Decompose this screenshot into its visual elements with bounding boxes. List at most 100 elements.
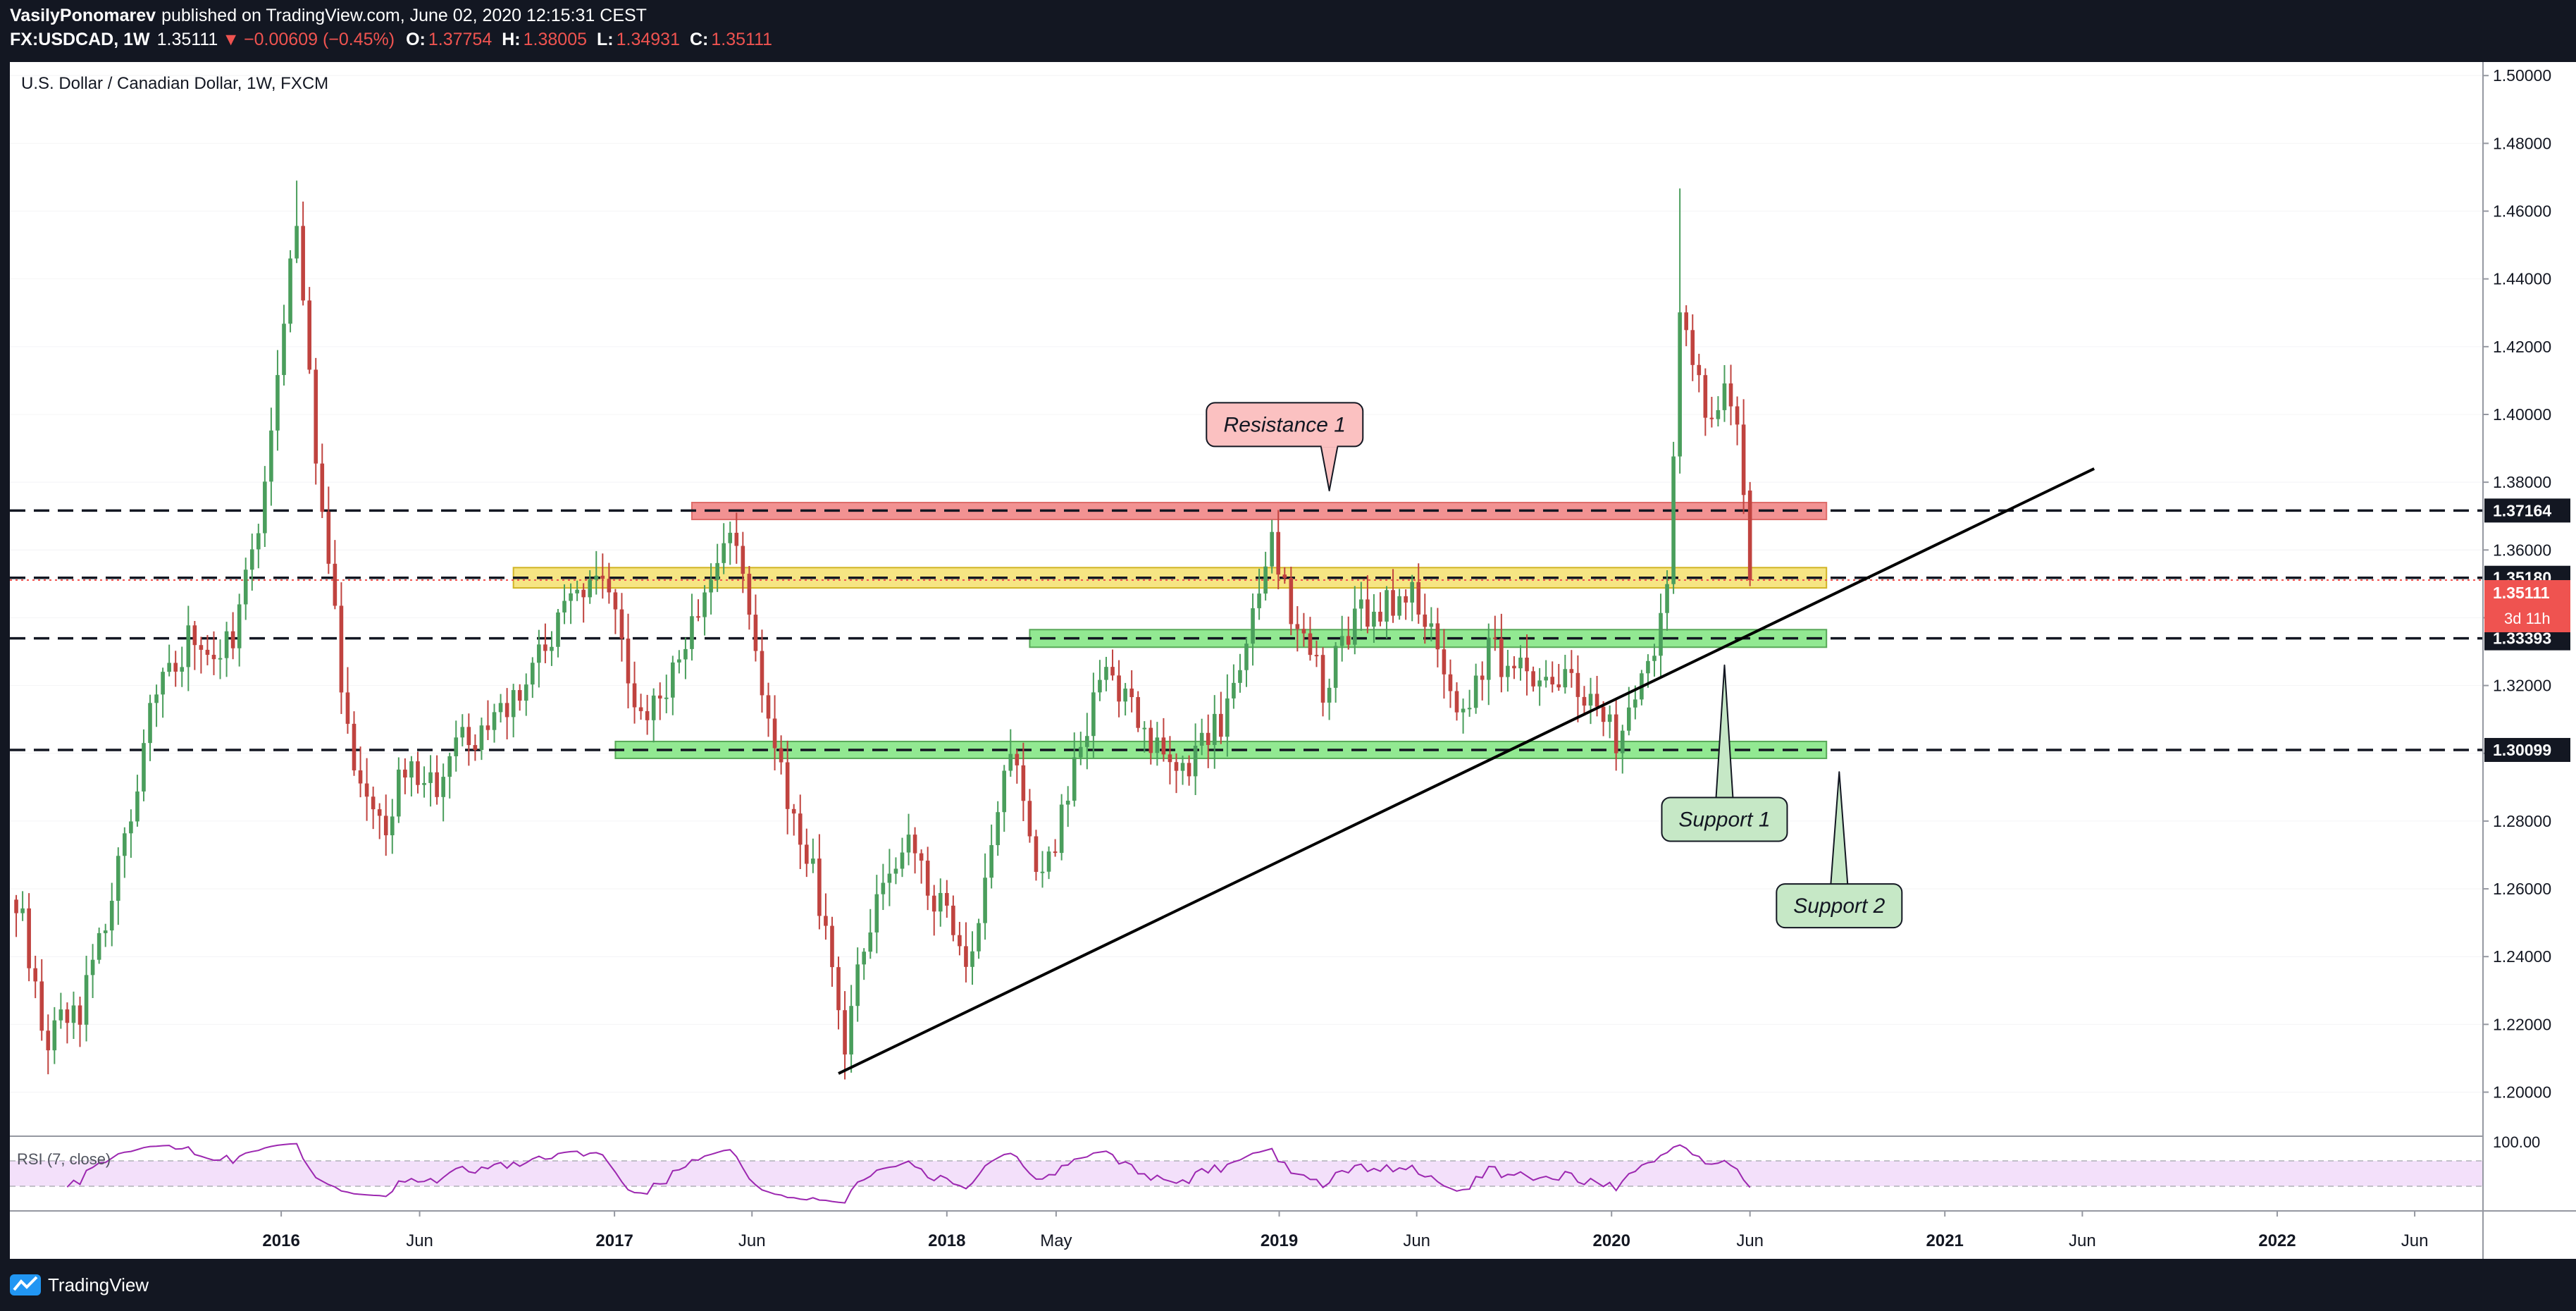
candle[interactable]: [543, 623, 547, 663]
candle[interactable]: [1244, 637, 1249, 687]
candle[interactable]: [1659, 593, 1663, 677]
candle[interactable]: [1168, 736, 1172, 784]
candle[interactable]: [275, 350, 280, 451]
candle[interactable]: [301, 202, 305, 306]
candle[interactable]: [1747, 481, 1752, 586]
candle[interactable]: [843, 991, 847, 1080]
candle[interactable]: [1385, 586, 1389, 639]
candle[interactable]: [1021, 742, 1026, 822]
candle[interactable]: [1015, 749, 1020, 784]
candle[interactable]: [52, 1007, 57, 1064]
candle[interactable]: [530, 657, 535, 698]
candle[interactable]: [243, 558, 248, 620]
candle[interactable]: [454, 720, 459, 772]
candle[interactable]: [931, 885, 936, 936]
candle[interactable]: [722, 523, 726, 574]
candle[interactable]: [1671, 441, 1676, 594]
candle[interactable]: [1301, 613, 1306, 647]
candle[interactable]: [90, 944, 95, 999]
candle[interactable]: [709, 563, 713, 615]
candle[interactable]: [1199, 718, 1204, 756]
candle[interactable]: [377, 803, 382, 839]
candle[interactable]: [715, 543, 719, 592]
callout[interactable]: Resistance 1: [1206, 402, 1364, 492]
candle[interactable]: [390, 799, 395, 854]
candle[interactable]: [1518, 645, 1523, 681]
candle[interactable]: [1716, 396, 1721, 427]
symbol-label[interactable]: FX:USDCAD, 1W: [10, 30, 150, 49]
candle[interactable]: [27, 893, 31, 982]
candle[interactable]: [919, 849, 924, 884]
candle[interactable]: [237, 593, 242, 667]
candle[interactable]: [1072, 732, 1077, 807]
candle[interactable]: [1601, 701, 1606, 737]
candle[interactable]: [1467, 689, 1472, 717]
candle[interactable]: [1397, 589, 1401, 620]
candle[interactable]: [1174, 753, 1179, 794]
candle[interactable]: [855, 947, 860, 1022]
candle[interactable]: [1333, 642, 1338, 703]
candle[interactable]: [798, 794, 803, 869]
candle[interactable]: [1206, 714, 1210, 768]
candle[interactable]: [1040, 851, 1045, 888]
candle[interactable]: [517, 684, 522, 711]
candle[interactable]: [912, 827, 917, 874]
candle[interactable]: [893, 857, 898, 885]
candle[interactable]: [1722, 364, 1727, 422]
candle[interactable]: [1678, 188, 1682, 474]
candle[interactable]: [1575, 655, 1580, 722]
candle[interactable]: [1506, 649, 1510, 692]
candle[interactable]: [1104, 656, 1108, 691]
candle[interactable]: [1078, 732, 1083, 765]
candle[interactable]: [1270, 519, 1274, 574]
candle[interactable]: [1027, 789, 1032, 843]
candle[interactable]: [123, 827, 127, 878]
candle[interactable]: [333, 540, 338, 610]
candle[interactable]: [1703, 368, 1708, 436]
candle[interactable]: [371, 786, 376, 830]
candle[interactable]: [269, 407, 273, 506]
candle[interactable]: [1416, 563, 1421, 624]
candle[interactable]: [575, 580, 579, 601]
candle[interactable]: [422, 766, 426, 798]
candle[interactable]: [1563, 654, 1568, 694]
candle[interactable]: [766, 682, 771, 737]
candle[interactable]: [441, 763, 445, 822]
candle[interactable]: [556, 609, 560, 658]
footer-brand[interactable]: TradingView: [48, 1274, 149, 1295]
candle[interactable]: [186, 605, 191, 691]
candle[interactable]: [1359, 581, 1363, 632]
candle[interactable]: [167, 644, 171, 677]
candle[interactable]: [1697, 353, 1702, 393]
candle[interactable]: [747, 566, 752, 630]
candle[interactable]: [804, 828, 809, 878]
candle[interactable]: [142, 729, 146, 801]
candle[interactable]: [1046, 846, 1051, 880]
candle[interactable]: [397, 757, 401, 823]
candle[interactable]: [1008, 729, 1013, 777]
candle[interactable]: [1620, 725, 1625, 774]
candle[interactable]: [785, 740, 790, 835]
time-axis[interactable]: 2016 Jun 2017 Jun 2018 May 2019 Jun 2020 Jun 2021 J…: [262, 1211, 2428, 1250]
candle[interactable]: [1709, 397, 1714, 428]
candle[interactable]: [996, 801, 1000, 856]
candle[interactable]: [479, 718, 484, 761]
candle[interactable]: [791, 804, 796, 836]
candle[interactable]: [224, 622, 229, 677]
candle[interactable]: [1448, 659, 1453, 708]
price-scale-background[interactable]: [2483, 62, 2576, 1259]
candle[interactable]: [504, 688, 509, 740]
candle[interactable]: [1461, 698, 1466, 734]
candle[interactable]: [741, 531, 745, 593]
candle[interactable]: [569, 583, 573, 624]
candle[interactable]: [817, 834, 822, 930]
candle[interactable]: [1282, 567, 1287, 584]
candle[interactable]: [887, 849, 892, 906]
candle[interactable]: [192, 620, 197, 670]
candle[interactable]: [1257, 568, 1261, 620]
candle[interactable]: [218, 639, 223, 679]
candle[interactable]: [1129, 670, 1134, 713]
publisher-name[interactable]: VasilyPonomarev: [10, 6, 156, 25]
candle[interactable]: [1550, 661, 1555, 693]
candle[interactable]: [1607, 705, 1612, 739]
